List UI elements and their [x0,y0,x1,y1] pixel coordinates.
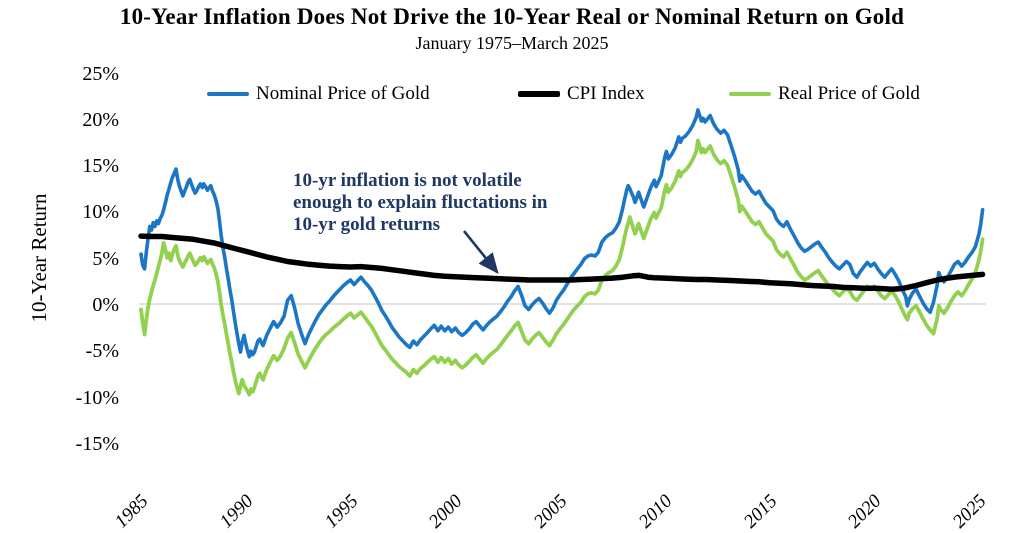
y-tick-5: 5% [92,248,119,270]
x-tick-2000: 2000 [425,490,467,532]
x-tick-2010: 2010 [635,490,677,532]
legend-item-cpi: CPI Index [518,83,645,105]
chart-subtitle: January 1975–March 2025 [415,33,609,53]
legend-item-real: Real Price of Gold [729,83,920,105]
x-tick-1990: 1990 [216,490,258,532]
y-tick-25: 25% [82,63,119,85]
nominal-gold-line [139,108,985,359]
x-tick-2005: 2005 [530,491,572,533]
nominal-gold-legend-label: Nominal Price of Gold [256,83,430,104]
annotation-callout: 10-yr inflation is not volatile enough t… [293,170,613,236]
x-tick-2015: 2015 [740,491,782,533]
real-gold-legend-label: Real Price of Gold [778,83,920,104]
legend-item-nominal: Nominal Price of Gold [207,83,430,105]
y-tick-0: 0% [92,294,119,316]
real-gold-line [139,138,985,397]
cpi-index-line [138,233,986,292]
y-tick-n15: -15% [76,433,119,455]
chart-title: 10-Year Inflation Does Not Drive the 10-… [119,4,905,29]
x-tick-1985: 1985 [111,491,153,533]
x-tick-1995: 1995 [321,491,363,533]
y-tick-n10: -10% [76,387,119,409]
nominal-gold-legend-swatch [207,92,249,96]
annotation-line-3: 10-yr gold returns [293,214,441,235]
x-tick-2025: 2025 [949,491,991,533]
annotation-arrow [462,230,499,275]
y-tick-n5: -5% [86,340,119,362]
y-axis-title: 10-Year Return [27,193,51,323]
real-gold-legend-swatch [729,92,771,96]
y-tick-20: 20% [82,109,119,131]
y-tick-15: 15% [82,155,119,177]
cpi-legend-label: CPI Index [567,83,645,104]
x-tick-2020: 2020 [844,490,886,532]
y-tick-10: 10% [82,201,119,223]
annotation-line-1: 10-yr inflation is not volatile [293,170,522,191]
cpi-legend-swatch [518,91,560,97]
annotation-line-2: enough to explain fluctations in [293,192,548,213]
